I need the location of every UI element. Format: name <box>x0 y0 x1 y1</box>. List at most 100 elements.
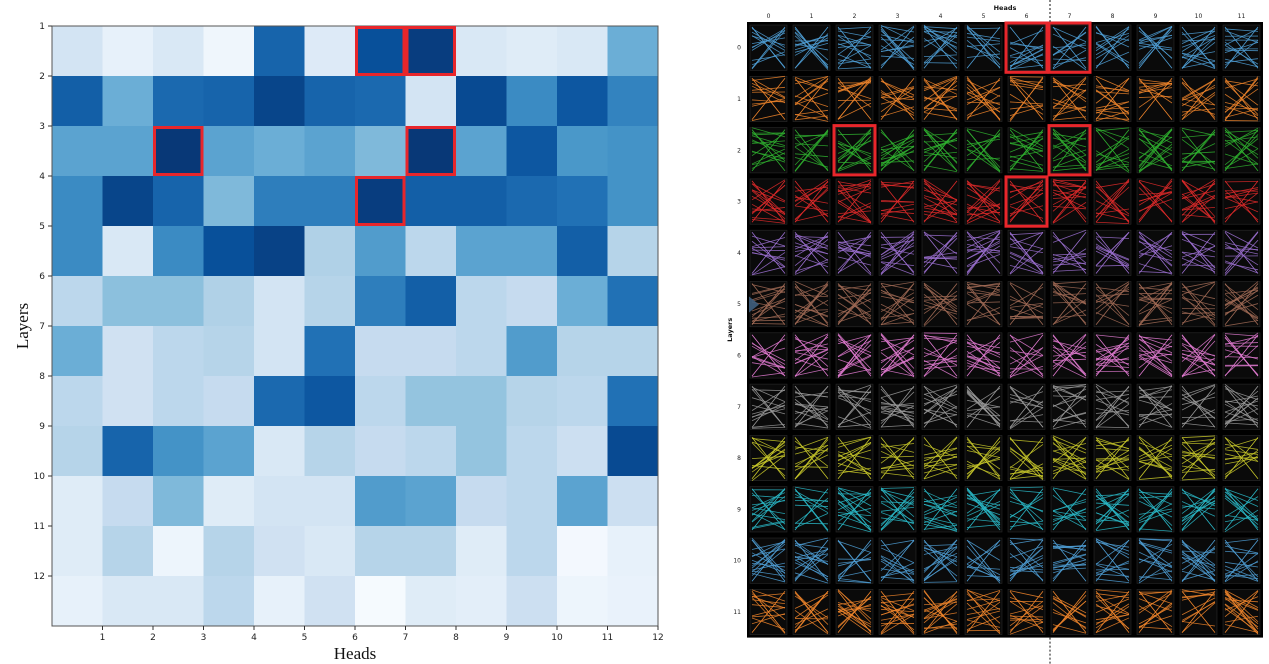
attention-head-cell <box>921 127 960 174</box>
attention-line <box>1052 437 1087 464</box>
attention-line <box>837 187 872 194</box>
attention-line <box>923 385 958 428</box>
x-tick-label: 3 <box>896 13 900 20</box>
attention-line <box>923 304 958 315</box>
attention-line <box>837 183 872 193</box>
attention-head-cell <box>1222 383 1261 430</box>
attention-line <box>1138 446 1173 477</box>
attention-line <box>1009 251 1044 267</box>
heatmap-cell <box>304 126 356 177</box>
attention-line <box>751 32 786 48</box>
attention-line <box>966 231 1001 264</box>
attention-line <box>1181 489 1216 507</box>
attention-line <box>1138 385 1173 428</box>
attention-line <box>1138 399 1173 410</box>
attention-line <box>1181 597 1216 616</box>
y-tick-label: 4 <box>39 172 45 182</box>
attention-head-cell <box>792 127 831 174</box>
attention-line <box>1224 290 1259 306</box>
heatmap-cell <box>405 176 457 227</box>
attention-line <box>794 76 829 85</box>
attention-line <box>880 80 915 96</box>
attention-line <box>1095 426 1130 429</box>
attention-line <box>880 283 915 320</box>
attention-head-cell <box>1050 537 1089 584</box>
attention-head-cell <box>1222 76 1261 122</box>
x-tick-label: 12 <box>652 633 663 643</box>
attention-head-cell <box>1093 127 1132 174</box>
attention-line <box>880 242 915 270</box>
highlight-box <box>153 126 204 176</box>
heatmap-cell <box>607 76 659 127</box>
heatmap-cell <box>102 526 154 577</box>
attention-line <box>880 25 915 33</box>
attention-line <box>1052 510 1087 530</box>
attention-line <box>1138 350 1173 356</box>
attention-line <box>837 58 872 65</box>
x-tick-label: 0 <box>767 13 771 20</box>
attention-line <box>837 294 872 318</box>
attention-line <box>1009 80 1044 83</box>
grid-title: Heads <box>994 4 1017 12</box>
attention-line <box>794 153 829 158</box>
attention-line <box>794 488 829 531</box>
attention-line <box>1095 539 1130 552</box>
attention-line <box>923 211 958 216</box>
attention-head-cell <box>921 486 960 533</box>
attention-line <box>923 62 958 64</box>
attention-line <box>880 464 915 470</box>
attention-line <box>1095 77 1130 104</box>
attention-line <box>794 189 829 220</box>
attention-line <box>1181 456 1216 478</box>
attention-line <box>880 334 915 377</box>
highlight-box <box>1047 21 1092 74</box>
heatmap-cell <box>607 326 659 377</box>
attention-line <box>1138 79 1173 85</box>
highlight-box <box>405 126 456 176</box>
attention-line <box>923 390 958 415</box>
attention-line <box>880 500 915 531</box>
attention-line <box>1138 591 1173 605</box>
attention-head-cell <box>1136 281 1175 328</box>
attention-line <box>923 290 958 314</box>
attention-line <box>794 283 829 297</box>
heatmap-cell <box>254 326 305 377</box>
attention-line <box>1138 491 1173 532</box>
attention-line <box>794 246 829 252</box>
attention-line <box>923 436 958 468</box>
attention-line <box>1181 264 1216 267</box>
heatmap-cell <box>254 276 305 327</box>
attention-head-cell <box>1222 178 1261 225</box>
attention-line <box>1095 76 1130 91</box>
attention-head-cell <box>921 332 960 379</box>
attention-line <box>751 75 786 81</box>
attention-line <box>1052 344 1087 377</box>
attention-line <box>923 107 958 112</box>
heatmap-cell <box>52 426 103 477</box>
attention-line <box>1224 333 1259 337</box>
attention-line <box>1224 130 1259 133</box>
attention-line <box>966 288 1001 296</box>
attention-line <box>794 615 829 631</box>
attention-line <box>751 362 786 369</box>
attention-line <box>837 180 872 223</box>
attention-line <box>794 386 829 421</box>
attention-line <box>1009 206 1044 219</box>
attention-line <box>837 416 872 429</box>
heatmap-cell <box>153 176 204 227</box>
attention-line <box>1181 193 1216 222</box>
attention-line <box>1009 333 1044 343</box>
attention-head-cell <box>1050 332 1089 379</box>
attention-line <box>880 135 915 149</box>
attention-line <box>923 591 958 619</box>
attention-line <box>1052 309 1087 325</box>
attention-line <box>1138 510 1173 524</box>
x-tick-label: 8 <box>453 633 459 643</box>
attention-line <box>923 546 958 563</box>
attention-line <box>751 562 786 568</box>
attention-line <box>837 340 872 357</box>
attention-line <box>1095 243 1130 265</box>
attention-line <box>751 179 786 201</box>
attention-line <box>1052 285 1087 290</box>
attention-line <box>1095 246 1130 261</box>
